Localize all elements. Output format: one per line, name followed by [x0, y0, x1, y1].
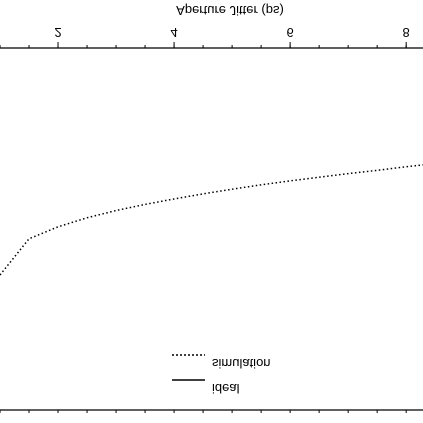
series-line	[0, 164, 423, 276]
x-tick-label: 4	[170, 25, 177, 40]
x-tick-label: 6	[287, 25, 294, 40]
x-tick-label: 2	[54, 25, 61, 40]
plot-area: 2 4 6 8 Aperture Jitter (ps) simulation ideal	[0, 3, 423, 413]
x-axis-title: Aperture Jitter (ps)	[176, 3, 284, 18]
x-tick-label: 8	[403, 25, 410, 40]
legend-label: ideal	[212, 381, 240, 396]
legend-label: simulation	[212, 356, 271, 371]
